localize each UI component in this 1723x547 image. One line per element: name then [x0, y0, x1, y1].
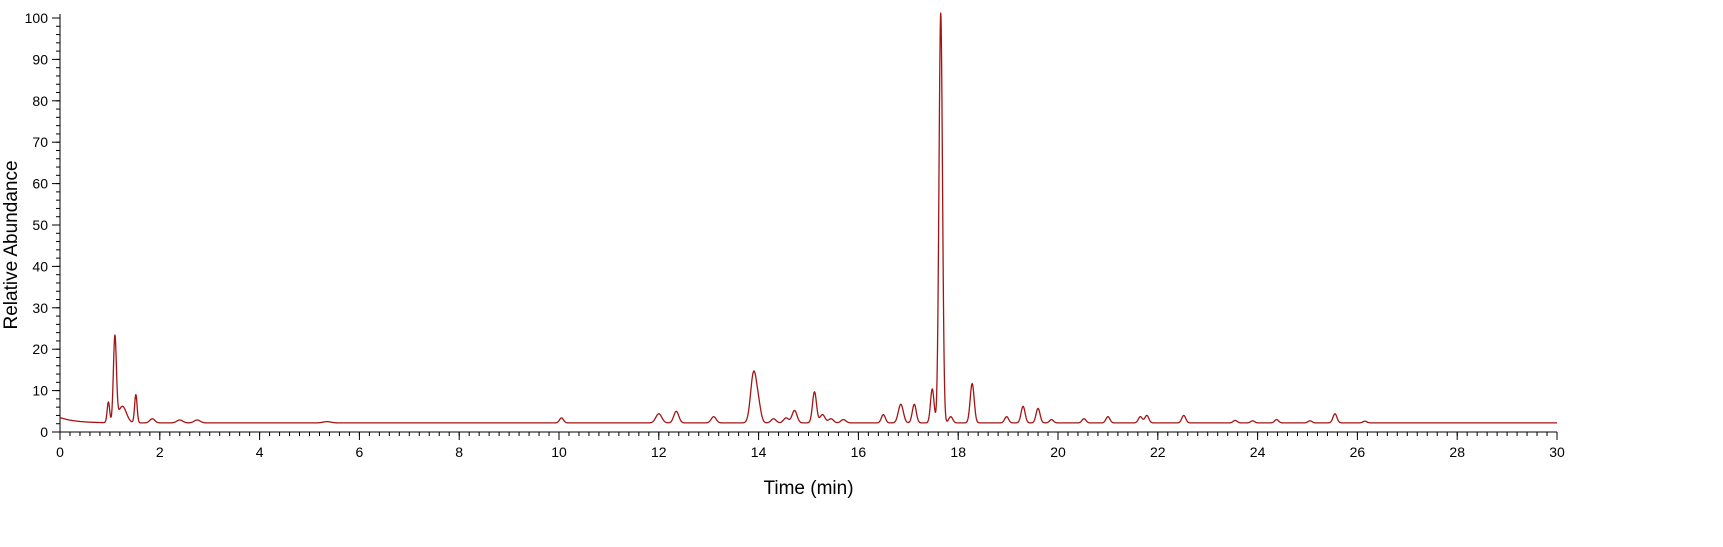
x-tick-label: 12: [651, 444, 667, 460]
y-tick-label: 0: [40, 424, 48, 440]
x-tick-label: 2: [156, 444, 164, 460]
x-tick-label: 18: [950, 444, 966, 460]
y-tick-label: 40: [32, 258, 48, 274]
x-tick-label: 28: [1449, 444, 1465, 460]
y-tick-label: 10: [32, 383, 48, 399]
y-tick-label: 60: [32, 176, 48, 192]
y-tick-labels: 0 10 20 30 40 50 60 70 80 90 100: [25, 10, 49, 440]
x-tick-label: 8: [455, 444, 463, 460]
x-tick-label: 30: [1549, 444, 1565, 460]
y-tick-label: 100: [25, 10, 49, 26]
y-tick-label: 80: [32, 93, 48, 109]
major-ticks: [52, 17, 1558, 440]
y-tick-label: 50: [32, 217, 48, 233]
x-tick-label: 10: [551, 444, 567, 460]
x-axis-title: Time (min): [763, 478, 853, 499]
y-tick-label: 20: [32, 341, 48, 357]
x-tick-label: 22: [1150, 444, 1166, 460]
x-tick-label: 16: [851, 444, 867, 460]
x-tick-label: 14: [751, 444, 767, 460]
x-tick-label: 6: [356, 444, 364, 460]
y-tick-label: 70: [32, 134, 48, 150]
y-tick-label: 30: [32, 300, 48, 316]
y-tick-label: 90: [32, 51, 48, 67]
x-tick-label: 26: [1350, 444, 1366, 460]
x-axis-minor-ticks: [59, 432, 1558, 436]
x-tick-label: 0: [56, 444, 64, 460]
chromatogram-trace: [59, 12, 1558, 424]
x-tick-label: 24: [1250, 444, 1266, 460]
x-tick-label: 4: [256, 444, 264, 460]
x-tick-label: 20: [1050, 444, 1066, 460]
x-tick-labels: 0 2 4 6 8 10 12 14 16 18 20 22 24 26 28 30: [56, 444, 1565, 460]
y-axis-title: Relative Abundance: [1, 160, 22, 329]
